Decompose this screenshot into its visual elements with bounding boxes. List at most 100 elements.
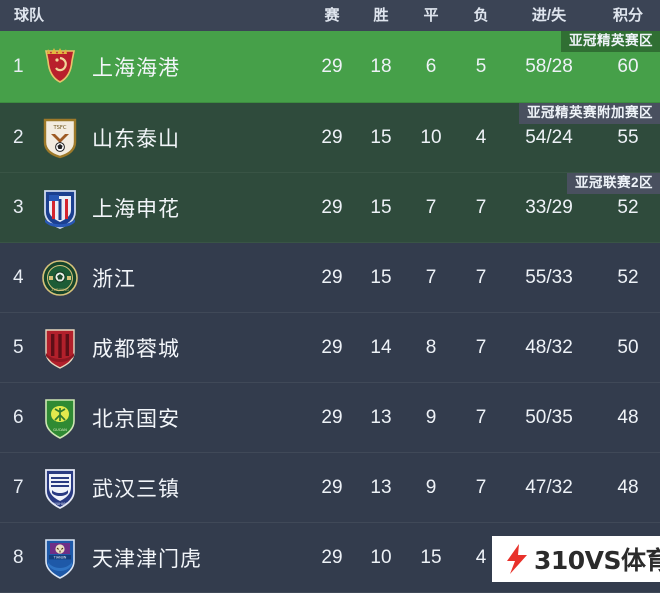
- row-points: 60: [617, 56, 639, 77]
- svg-text:ZHEJIANG: ZHEJIANG: [51, 288, 69, 292]
- row-divider: [0, 522, 660, 523]
- row-points: 48: [617, 477, 639, 498]
- row-won: 15: [370, 197, 392, 218]
- row-won: 15: [370, 127, 392, 148]
- row-divider: [0, 312, 660, 313]
- row-won: 15: [370, 267, 392, 288]
- row-team-name[interactable]: 上海海港: [92, 57, 180, 80]
- row-team-name[interactable]: 北京国安: [92, 408, 180, 431]
- row-points: 48: [617, 407, 639, 428]
- row-rank: 8: [13, 547, 24, 568]
- row-drawn: 6: [425, 56, 437, 77]
- row-rank: 5: [13, 337, 24, 358]
- row-won: 13: [370, 477, 392, 498]
- row-lost: 4: [475, 547, 487, 568]
- qualification-zone-badge: 亚冠精英赛区: [561, 31, 660, 53]
- brand-logo-310vs: 310VS体育: [492, 536, 660, 582]
- brand-logo-label: 310VS体育: [534, 546, 660, 575]
- row-gf_ga: 50/35: [525, 407, 573, 428]
- shanghai-shenhua-crest: [40, 186, 80, 230]
- row-team-name[interactable]: 天津津门虎: [92, 548, 202, 571]
- row-divider: [0, 102, 660, 103]
- table-row[interactable]: 亚冠联赛2区 3 上海申花 29 15 7 7 33/29 52: [0, 173, 660, 243]
- wuhan-three-towns-crest: WUHAN: [40, 466, 80, 510]
- table-header-row: 球队 赛 胜 平 负 进/失 积分: [0, 0, 660, 31]
- row-drawn: 9: [425, 407, 437, 428]
- row-lost: 7: [475, 477, 487, 498]
- table-row[interactable]: 6 GUOAN 北京国安 29 13 9 7 50/35 48: [0, 383, 660, 453]
- row-lost: 4: [475, 127, 487, 148]
- table-row[interactable]: 5 成都蓉城 29 14 8 7 48/32 50: [0, 313, 660, 383]
- row-lost: 7: [475, 197, 487, 218]
- row-team-name[interactable]: 成都蓉城: [92, 338, 180, 361]
- column-header-drawn: 平: [423, 7, 439, 24]
- row-points: 52: [617, 197, 639, 218]
- row-points: 52: [617, 267, 639, 288]
- column-header-points: 积分: [612, 7, 644, 24]
- row-played: 29: [321, 267, 343, 288]
- svg-text:WUHAN: WUHAN: [53, 502, 67, 506]
- row-team-name[interactable]: 浙江: [92, 268, 136, 291]
- table-row[interactable]: 7 WUHAN 武汉三镇 29 13 9 7 47/32 48: [0, 453, 660, 523]
- row-team-name[interactable]: 武汉三镇: [92, 478, 180, 501]
- table-row[interactable]: 亚冠精英赛附加赛区 2 TSFC 山东泰山 29 15 10 4 54/24 55: [0, 103, 660, 173]
- row-points: 50: [617, 337, 639, 358]
- row-gf_ga: 54/24: [525, 127, 573, 148]
- row-team-name[interactable]: 山东泰山: [92, 128, 180, 151]
- table-row[interactable]: 亚冠精英赛区 1 上海海港 29 18 6 5 58/28 60: [0, 31, 660, 103]
- column-header-gf_ga: 进/失: [531, 7, 567, 24]
- column-header-won: 胜: [373, 7, 389, 24]
- row-team-name[interactable]: 上海申花: [92, 198, 180, 221]
- column-header-team: 球队: [14, 7, 45, 24]
- row-gf_ga: 58/28: [525, 56, 573, 77]
- row-played: 29: [321, 407, 343, 428]
- row-played: 29: [321, 547, 343, 568]
- row-drawn: 10: [420, 127, 442, 148]
- beijing-guoan-crest: GUOAN: [40, 396, 80, 440]
- row-played: 29: [321, 477, 343, 498]
- row-drawn: 8: [425, 337, 437, 358]
- row-divider: [0, 382, 660, 383]
- lightning-bolt-icon: [504, 544, 530, 574]
- qualification-zone-badge: 亚冠精英赛附加赛区: [519, 103, 660, 125]
- row-played: 29: [321, 56, 343, 77]
- tianjin-jinmen-tiger-crest: TIANJIN: [40, 536, 80, 580]
- shandong-taishan-crest: TSFC: [40, 116, 80, 160]
- column-header-played: 赛: [324, 7, 340, 24]
- row-gf_ga: 55/33: [525, 267, 573, 288]
- shanghai-port-crest: [40, 45, 80, 89]
- row-won: 10: [370, 547, 392, 568]
- row-won: 14: [370, 337, 392, 358]
- row-played: 29: [321, 127, 343, 148]
- row-won: 18: [370, 56, 392, 77]
- table-row[interactable]: 4 ZHEJIANG 浙江 29 15 7 7 55/33 52: [0, 243, 660, 313]
- row-divider: [0, 452, 660, 453]
- row-gf_ga: 33/29: [525, 197, 573, 218]
- svg-text:TIANJIN: TIANJIN: [53, 556, 67, 560]
- row-rank: 7: [13, 477, 24, 498]
- qualification-zone-badge: 亚冠联赛2区: [566, 173, 660, 195]
- row-gf_ga: 47/32: [525, 477, 573, 498]
- row-played: 29: [321, 197, 343, 218]
- column-header-lost: 负: [473, 7, 489, 24]
- row-gf_ga: 48/32: [525, 337, 573, 358]
- svg-text:GUOAN: GUOAN: [53, 428, 67, 432]
- row-rank: 6: [13, 407, 24, 428]
- zhejiang-crest: ZHEJIANG: [40, 256, 80, 300]
- row-lost: 7: [475, 267, 487, 288]
- row-rank: 1: [13, 56, 24, 77]
- row-rank: 3: [13, 197, 24, 218]
- svg-text:TSFC: TSFC: [52, 125, 66, 131]
- row-rank: 4: [13, 267, 24, 288]
- row-divider: [0, 172, 660, 173]
- row-lost: 5: [475, 56, 487, 77]
- row-drawn: 9: [425, 477, 437, 498]
- row-divider: [0, 242, 660, 243]
- row-won: 13: [370, 407, 392, 428]
- row-played: 29: [321, 337, 343, 358]
- row-points: 55: [617, 127, 639, 148]
- row-lost: 7: [475, 337, 487, 358]
- row-drawn: 7: [425, 197, 437, 218]
- row-drawn: 15: [420, 547, 442, 568]
